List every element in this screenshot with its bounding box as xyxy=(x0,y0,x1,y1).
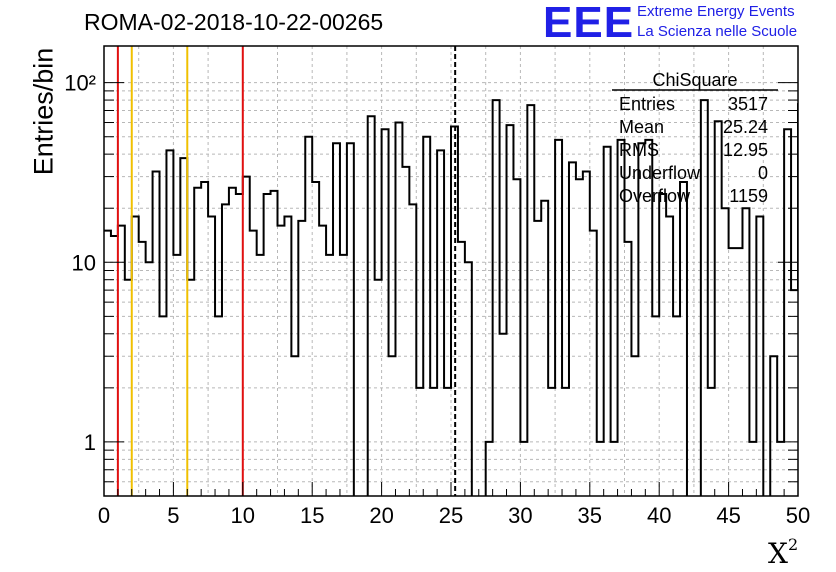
stats-row-label: RMS xyxy=(619,140,659,160)
x-tick-label: 0 xyxy=(98,503,110,528)
x-tick-label: 45 xyxy=(716,503,740,528)
x-tick-label: 40 xyxy=(647,503,671,528)
stats-row-value: 0 xyxy=(758,163,768,183)
x-tick-label: 35 xyxy=(578,503,602,528)
x-axis-label-base: X xyxy=(768,537,788,570)
x-tick-label: 25 xyxy=(439,503,463,528)
x-tick-label: 30 xyxy=(508,503,532,528)
logo-subtitle-2: La Scienza nelle Scuole xyxy=(637,23,798,40)
x-axis-label: X2 xyxy=(768,535,799,570)
stats-row-label: Entries xyxy=(619,94,675,114)
histogram-series xyxy=(104,99,798,496)
stats-box: ChiSquare Entries 3517 Mean 25.24 RMS 12.95 Und… xyxy=(612,70,778,206)
y-tick-label: 10 xyxy=(72,250,96,275)
axis-ticks: 0 5 10 15 20 25 30 35 40 45 50 1 10 10² xyxy=(64,71,810,528)
x-tick-label: 20 xyxy=(369,503,393,528)
stats-row-value: 1159 xyxy=(729,186,768,206)
x-tick-label: 50 xyxy=(786,503,810,528)
y-tick-label: 1 xyxy=(84,430,96,455)
x-tick-label: 5 xyxy=(167,503,179,528)
histogram-line xyxy=(104,99,798,496)
stats-name: ChiSquare xyxy=(652,70,737,90)
logo-subtitle-1: Extreme Energy Events xyxy=(637,3,795,20)
stats-row-label: Underflow xyxy=(619,163,701,183)
stats-row-value: 3517 xyxy=(728,94,768,114)
y-tick-label: 10² xyxy=(64,71,96,96)
stats-row-label: Mean xyxy=(619,117,664,137)
stats-row-label: Overflow xyxy=(619,186,691,206)
stats-row-value: 25.24 xyxy=(723,117,768,137)
x-tick-label: 10 xyxy=(231,503,255,528)
x-axis-label-sup: 2 xyxy=(787,535,799,554)
y-axis-label: Entries/bin xyxy=(28,47,59,176)
eee-logo: EEE xyxy=(543,0,635,47)
plot-title: ROMA-02-2018-10-22-00265 xyxy=(84,9,384,35)
cut-lines xyxy=(116,46,457,496)
stats-row-value: 12.95 xyxy=(723,140,768,160)
x-tick-label: 15 xyxy=(300,503,324,528)
